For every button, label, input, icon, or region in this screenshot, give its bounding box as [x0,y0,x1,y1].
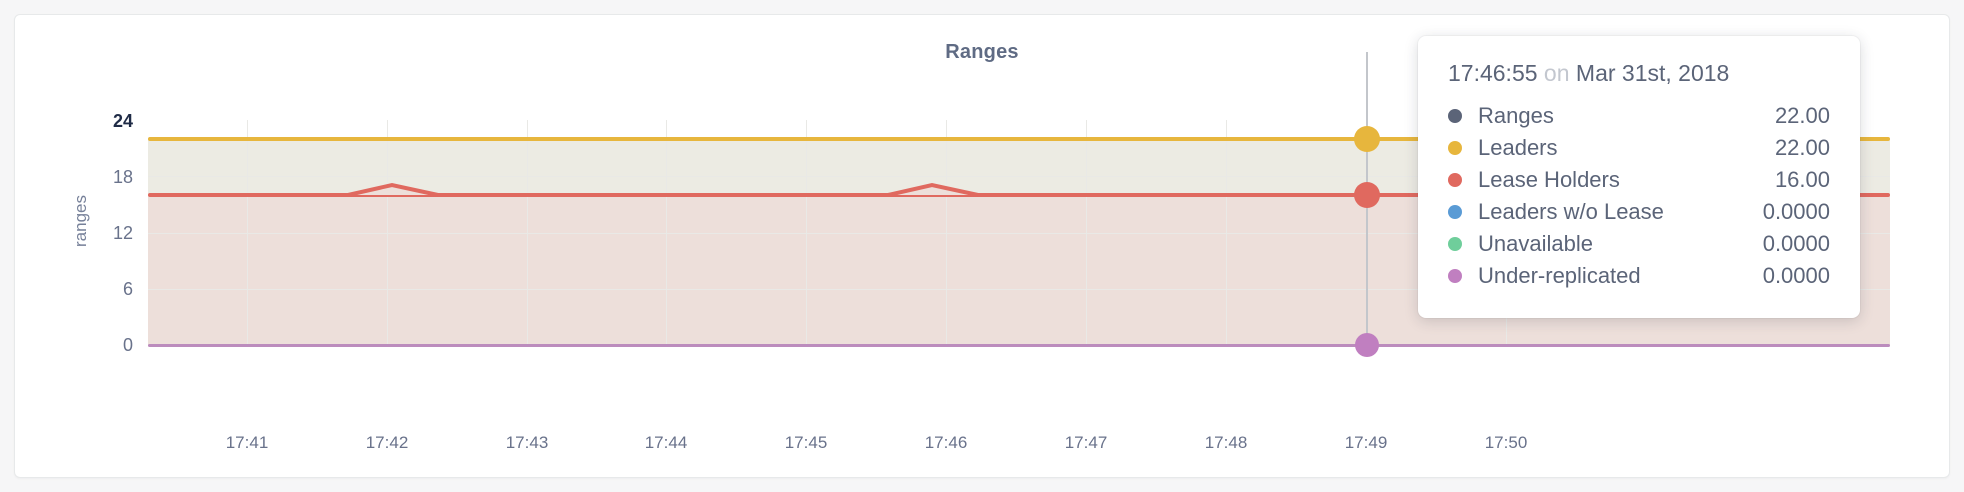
tooltip-row-under-replicated: Under-replicated 0.0000 [1448,260,1830,292]
tooltip-value-leaders: 22.00 [1774,135,1830,160]
x-tick-label-1: 17:42 [365,433,409,452]
tooltip-row-unavailable: Unavailable 0.0000 [1448,228,1830,260]
gridline-v-4 [806,120,807,345]
gridline-h-6 [148,288,1890,290]
hover-marker-lease-holders [1354,182,1380,208]
x-tick-label-6: 17:47 [1064,433,1108,452]
x-tick-label-3: 17:44 [644,433,688,452]
spike-line-2 [848,182,979,197]
tooltip-value-leaders-wo-lease: 0.0000 [1762,199,1830,224]
tooltip-row-leaders-wo-lease: Leaders w/o Lease 0.0000 [1448,196,1830,228]
tooltip-label-leaders: Leaders [1478,135,1558,160]
tooltip-label-lease-holders: Lease Holders [1478,167,1620,192]
page-title: Ranges [945,41,1019,63]
tooltip-row-ranges: Ranges 22.00 [1448,100,1830,132]
y-tick-label-0: 24 [112,111,133,131]
legend-dot-icon-unavailable [1448,237,1462,251]
gridline-v-6 [1086,120,1087,345]
legend-dot-icon-under-replicated [1448,269,1462,283]
tooltip-row-lease-holders: Lease Holders 16.00 [1448,164,1830,196]
y-tick-label-4: 0 [122,335,133,355]
tooltip-date: Mar 31st, 2018 [1575,60,1730,86]
series-lease-holders-spikes [308,182,1890,197]
gridline-v-7 [1226,120,1227,345]
series-line-lease-holders [148,193,1890,198]
gridline-h-12 [148,232,1890,234]
gridline-h-18 [148,176,1890,178]
y-tick-label-2: 12 [112,223,133,243]
tooltip-time: 17:46:55 [1448,60,1538,86]
hover-marker-under-replicated [1355,333,1379,357]
spike-line-1 [308,182,439,197]
hover-tooltip: 17:46:55 on Mar 31st, 2018 Ranges 22.00 … [1418,36,1860,318]
x-tick-label-2: 17:43 [505,433,549,452]
x-tick-label-7: 17:48 [1204,433,1248,452]
legend-dot-icon-leaders-wo-lease [1448,205,1462,219]
tooltip-label-ranges: Ranges [1478,103,1554,128]
y-axis-label: ranges [71,195,90,247]
legend-dot-icon-leaders [1448,141,1462,155]
tooltip-row-leaders: Leaders 22.00 [1448,132,1830,164]
x-tick-label-4: 17:45 [784,433,828,452]
tooltip-label-under-replicated: Under-replicated [1478,263,1641,288]
tooltip-label-unavailable: Unavailable [1478,231,1593,256]
x-tick-label-9: 17:50 [1484,433,1528,452]
gridline-v-5 [946,120,947,345]
legend-dot-icon-lease-holders [1448,173,1462,187]
tooltip-label-leaders-wo-lease: Leaders w/o Lease [1478,199,1664,224]
series-line-under-replicated [148,344,1890,347]
tooltip-value-unavailable: 0.0000 [1762,231,1830,256]
chart-card: Ranges ranges 24 18 12 6 0 17:41 17:42 1… [14,14,1950,478]
x-tick-label-8: 17:49 [1344,433,1388,452]
gridline-v-1 [387,120,388,345]
gridline-v-0 [247,120,248,345]
gridline-v-3 [666,120,667,345]
y-tick-label-1: 18 [112,167,133,187]
tooltip-value-ranges: 22.00 [1774,103,1830,128]
legend-dot-icon-ranges [1448,109,1462,123]
tooltip-value-lease-holders: 16.00 [1774,167,1830,192]
tooltip-on-word: on [1543,60,1570,86]
series-line-leaders [148,136,1890,141]
hover-marker-leaders [1354,125,1380,152]
tooltip-value-under-replicated: 0.0000 [1762,263,1830,288]
y-tick-label-3: 6 [122,279,133,299]
x-tick-label-0: 17:41 [225,433,269,452]
tooltip-timestamp: 17:46:55 on Mar 31st, 2018 [1448,60,1830,87]
x-tick-label-5: 17:46 [924,433,968,452]
gridline-v-2 [527,120,528,345]
